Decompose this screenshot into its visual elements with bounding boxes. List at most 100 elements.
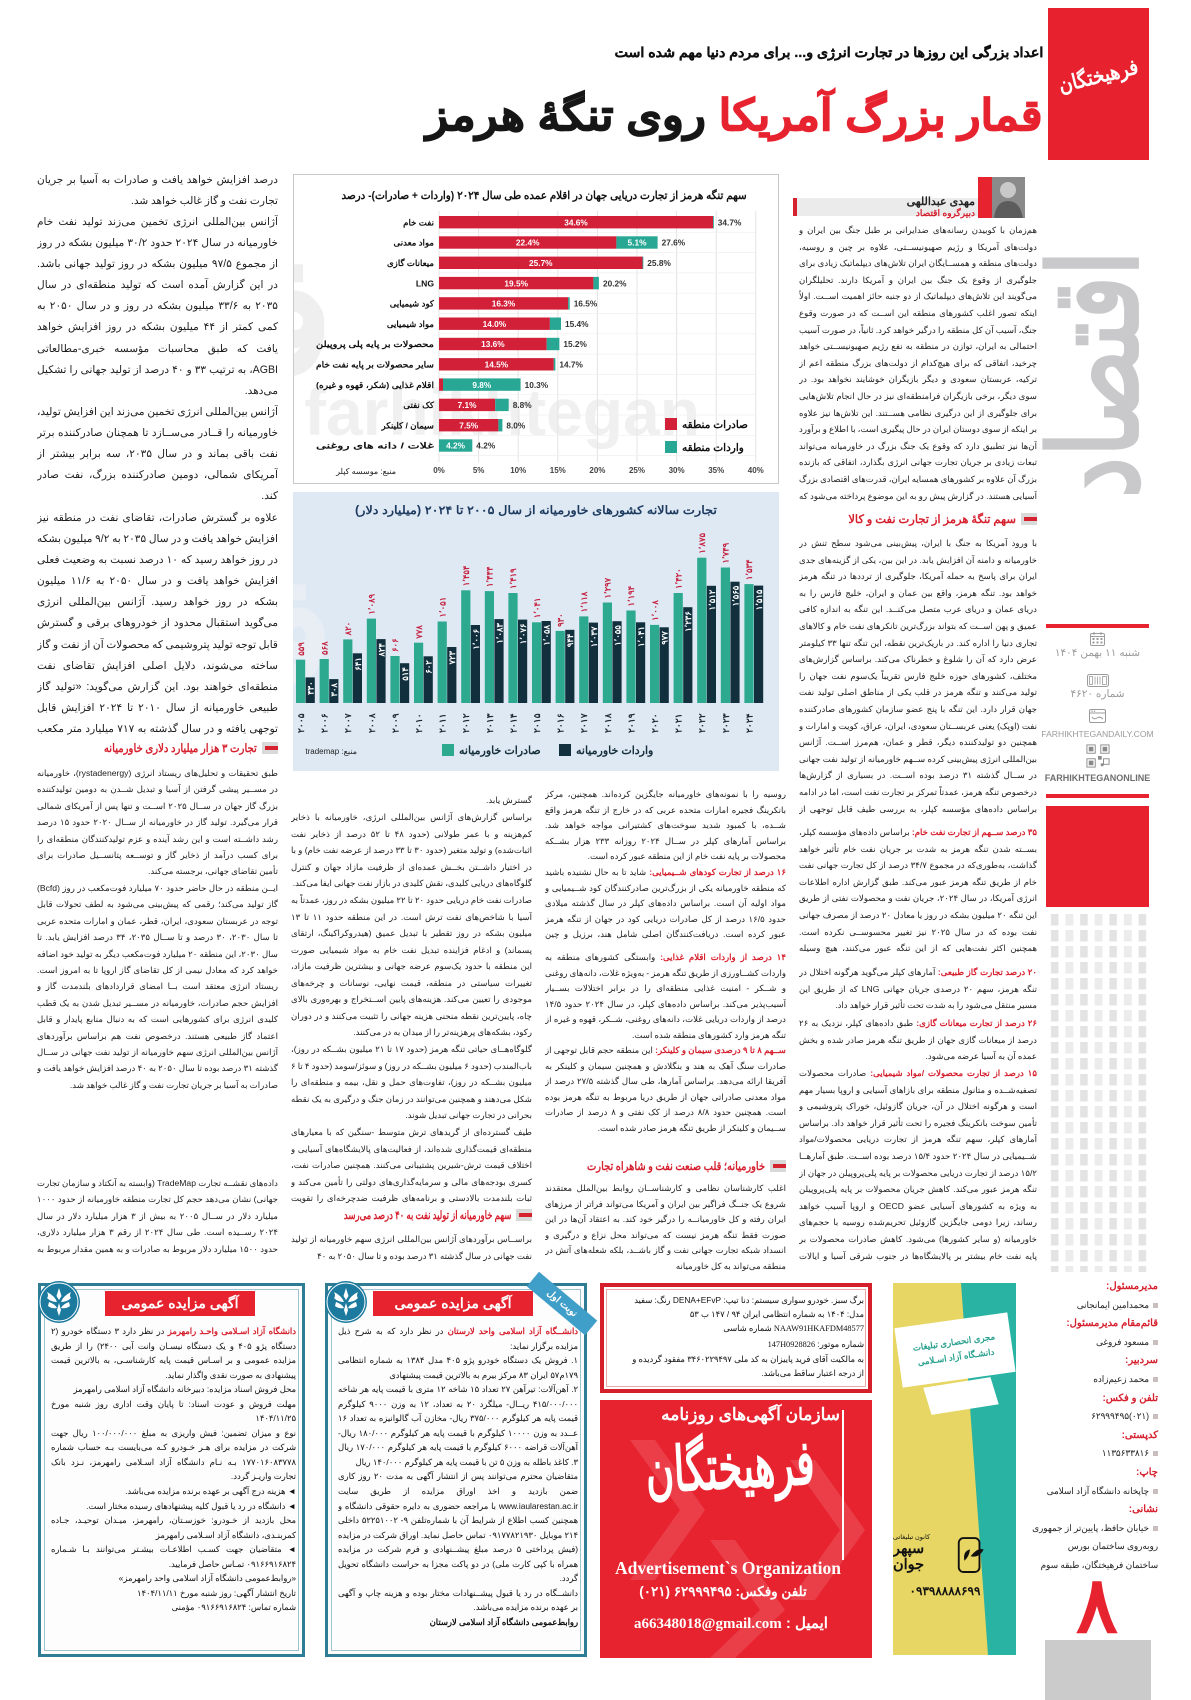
svg-text:محصولات بر پایه پلی پروپیلن: محصولات بر پایه پلی پروپیلن — [316, 339, 434, 350]
svg-text:۱٬۰۵۱: ۱٬۰۵۱ — [437, 597, 447, 618]
svg-text:۱٬۴۵۴: ۱٬۴۵۴ — [461, 566, 471, 587]
svg-text:۱٬۰۰۸: ۱٬۰۰۸ — [650, 600, 660, 621]
svg-text:اقلام غذایی (شکر، قهوه و غیره): اقلام غذایی (شکر، قهوه و غیره) — [316, 380, 434, 391]
svg-text:34.6%: 34.6% — [564, 217, 588, 227]
svg-text:۲۰۰۶: ۲۰۰۶ — [320, 713, 330, 733]
svg-text:۶۰۲: ۶۰۲ — [424, 660, 434, 674]
svg-text:19.5%: 19.5% — [504, 278, 528, 288]
svg-text:22.4%: 22.4% — [516, 238, 540, 248]
svg-text:5.1%: 5.1% — [628, 238, 648, 248]
svg-text:۲۰۱۳: ۲۰۱۳ — [485, 713, 495, 733]
svg-text:صادرات خاورمیانه: صادرات خاورمیانه — [459, 745, 541, 757]
svg-text:مواد معدنی: مواد معدنی — [394, 238, 435, 249]
svg-text:۲۰۲۱: ۲۰۲۱ — [674, 713, 684, 733]
svg-text:۱٬۴۲۰: ۱٬۴۲۰ — [673, 568, 683, 589]
svg-text:8.8%: 8.8% — [513, 400, 533, 410]
svg-text:۶۰۶: ۶۰۶ — [390, 639, 400, 653]
svg-text:۹۴۴: ۹۴۴ — [565, 634, 575, 648]
svg-text:سایر محصولات بر پایه نفت خام: سایر محصولات بر پایه نفت خام — [316, 360, 434, 371]
svg-text:۲۰۰۷: ۲۰۰۷ — [343, 713, 353, 733]
svg-text:۱٬۰۴۱: ۱٬۰۴۱ — [532, 598, 542, 619]
svg-text:۱٬۰۵۸: ۱٬۰۵۸ — [542, 624, 552, 645]
svg-text:۲۰۰۸: ۲۰۰۸ — [367, 713, 377, 733]
svg-text:منبع: trademap: منبع: trademap — [305, 747, 357, 756]
svg-text:25.7%: 25.7% — [529, 258, 553, 268]
svg-text:20.2%: 20.2% — [603, 278, 627, 288]
svg-text:۱٬۰۵۵: ۱٬۰۵۵ — [612, 625, 622, 646]
svg-text:تجارت سالانه کشورهای خاورمیانه: تجارت سالانه کشورهای خاورمیانه از سال ۲۰… — [355, 504, 718, 518]
svg-text:۱٬۵۳۴: ۱٬۵۳۴ — [744, 559, 754, 580]
svg-text:۱٬۰۰۶: ۱٬۰۰۶ — [471, 629, 481, 650]
svg-text:واردات خاورمیانه: واردات خاورمیانه — [576, 745, 653, 757]
svg-text:سیمان / کلینکر: سیمان / کلینکر — [381, 420, 434, 431]
svg-text:واردات منطقه: واردات منطقه — [682, 442, 744, 454]
svg-text:۲۰۰۹: ۲۰۰۹ — [390, 713, 400, 733]
svg-text:۵۱۴: ۵۱۴ — [400, 667, 410, 681]
svg-text:۲۰۱۴: ۲۰۱۴ — [508, 713, 518, 733]
svg-text:35%: 35% — [708, 466, 724, 475]
svg-text:16.3%: 16.3% — [492, 299, 516, 309]
svg-text:۲۰۱۹: ۲۰۱۹ — [626, 713, 636, 733]
svg-text:۲۰۱۸: ۲۰۱۸ — [603, 713, 613, 733]
svg-text:میعانات گازی: میعانات گازی — [387, 257, 434, 269]
svg-text:15.2%: 15.2% — [563, 339, 587, 349]
svg-text:۱٬۰۷۶: ۱٬۰۷۶ — [518, 624, 528, 645]
svg-text:5%: 5% — [473, 466, 485, 475]
svg-text:۶۴۱: ۶۴۱ — [353, 657, 363, 671]
svg-text:۱٬۰۸۳: ۱٬۰۸۳ — [494, 623, 504, 644]
svg-text:صادرات منطقه: صادرات منطقه — [682, 419, 748, 431]
svg-text:۸۲۴: ۸۲۴ — [376, 643, 386, 658]
svg-text:14.7%: 14.7% — [559, 360, 583, 370]
svg-text:13.6%: 13.6% — [481, 339, 505, 349]
svg-text:غلات / دانه های روغنی: غلات / دانه های روغنی — [316, 441, 435, 452]
svg-text:4.2%: 4.2% — [446, 441, 466, 451]
svg-text:34.7%: 34.7% — [718, 217, 742, 227]
svg-text:۱٬۴۱۹: ۱٬۴۱۹ — [508, 568, 518, 589]
svg-text:۱٬۵۱۵: ۱٬۵۱۵ — [754, 589, 764, 610]
svg-text:منبع: موسسه کپلر: منبع: موسسه کپلر — [335, 467, 396, 476]
svg-text:۱٬۸۷۵: ۱٬۸۷۵ — [697, 533, 707, 554]
svg-text:۲۰۱۶: ۲۰۱۶ — [556, 713, 566, 733]
svg-text:۷۲۳: ۷۲۳ — [447, 651, 457, 666]
svg-text:۹۷۷: ۹۷۷ — [660, 631, 670, 645]
svg-text:۲۰۱۱: ۲۰۱۱ — [438, 713, 448, 733]
svg-text:۲۰۲۰: ۲۰۲۰ — [650, 713, 660, 733]
svg-text:۱٬۰۴۱: ۱٬۰۴۱ — [636, 626, 646, 647]
svg-text:16.5%: 16.5% — [574, 299, 598, 309]
svg-text:۲۰۲۲: ۲۰۲۲ — [697, 713, 707, 733]
svg-text:۹۳۰: ۹۳۰ — [555, 613, 565, 627]
svg-text:۱٬۰۳۷: ۱٬۰۳۷ — [589, 626, 599, 647]
svg-text:25%: 25% — [629, 466, 645, 475]
svg-text:4.2%: 4.2% — [476, 441, 496, 451]
svg-text:۲۰۱۷: ۲۰۱۷ — [579, 713, 589, 733]
svg-text:8.0%: 8.0% — [506, 420, 526, 430]
svg-text:14.0%: 14.0% — [483, 319, 507, 329]
svg-text:۱٬۱۱۸: ۱٬۱۱۸ — [579, 591, 589, 612]
svg-text:30%: 30% — [669, 466, 685, 475]
svg-text:۲۰۱۲: ۲۰۱۲ — [461, 713, 471, 733]
svg-text:کک نفتی: کک نفتی — [403, 400, 435, 410]
svg-text:۸۲۰: ۸۲۰ — [343, 622, 353, 637]
svg-text:0%: 0% — [433, 466, 445, 475]
svg-text:۱٬۲۹۷: ۱٬۲۹۷ — [603, 577, 613, 598]
svg-text:7.5%: 7.5% — [459, 420, 479, 430]
svg-text:نفت خام: نفت خام — [403, 217, 434, 228]
svg-text:۳۰۸: ۳۰۸ — [329, 683, 339, 697]
svg-text:کود شیمیایی: کود شیمیایی — [390, 299, 435, 310]
svg-text:۵۵۹: ۵۵۹ — [296, 642, 306, 656]
svg-text:۲۰۱۰: ۲۰۱۰ — [414, 713, 424, 733]
svg-text:7.1%: 7.1% — [458, 400, 478, 410]
svg-text:9.8%: 9.8% — [472, 380, 492, 390]
svg-text:۷۷۸: ۷۷۸ — [414, 625, 424, 640]
svg-text:10.3%: 10.3% — [525, 380, 549, 390]
svg-text:27.6%: 27.6% — [662, 238, 686, 248]
svg-text:14.5%: 14.5% — [485, 360, 509, 370]
svg-text:۲۰۲۳: ۲۰۲۳ — [721, 713, 731, 733]
svg-text:سهم تنگه هرمز از تجارت دریایی: سهم تنگه هرمز از تجارت دریایی جهان در اق… — [342, 188, 747, 202]
svg-text:مواد شیمیایی: مواد شیمیایی — [387, 319, 435, 330]
svg-text:10%: 10% — [510, 466, 526, 475]
svg-text:40%: 40% — [748, 466, 764, 475]
svg-text:25.8%: 25.8% — [647, 258, 671, 268]
svg-text:۱٬۷۴۹: ۱٬۷۴۹ — [721, 542, 731, 563]
svg-text:LNG: LNG — [416, 278, 434, 288]
